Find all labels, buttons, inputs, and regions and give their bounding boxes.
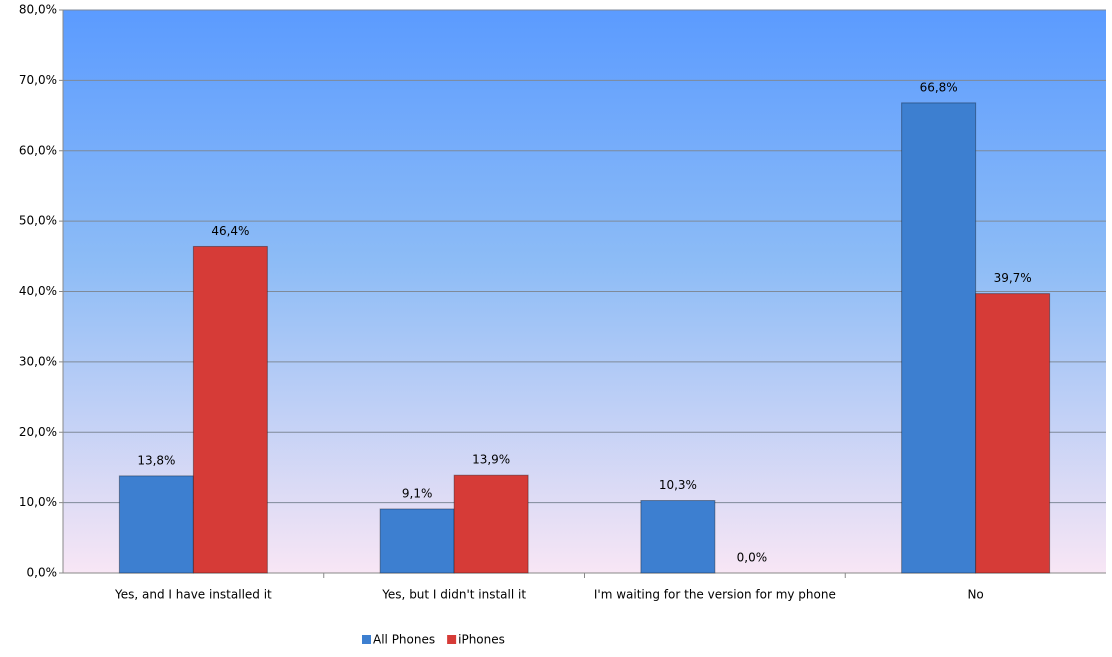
- y-tick-label: 30,0%: [19, 354, 57, 368]
- value-label: 13,8%: [137, 453, 175, 467]
- legend-swatch: [447, 635, 457, 644]
- value-label: 39,7%: [994, 271, 1032, 285]
- value-label: 46,4%: [211, 224, 249, 238]
- value-label: 0,0%: [737, 551, 768, 565]
- legend-label: All Phones: [373, 633, 435, 647]
- y-tick-label: 60,0%: [19, 143, 57, 157]
- legend-swatch: [362, 635, 371, 644]
- y-tick-label: 80,0%: [19, 3, 57, 17]
- y-tick-label: 50,0%: [19, 214, 57, 228]
- bar: [901, 102, 977, 574]
- x-tick-label: I'm waiting for the version for my phone: [594, 588, 836, 602]
- bar: [118, 475, 194, 574]
- bar: [453, 474, 529, 574]
- y-tick-label: 40,0%: [19, 284, 57, 298]
- legend-label: iPhones: [458, 633, 505, 647]
- x-tick-label: Yes, and I have installed it: [114, 588, 272, 602]
- value-label: 10,3%: [659, 478, 697, 492]
- bar: [975, 293, 1051, 574]
- bar: [379, 508, 455, 574]
- y-tick-label: 10,0%: [19, 495, 57, 509]
- y-tick-label: 0,0%: [27, 566, 58, 580]
- bar: [192, 245, 268, 574]
- x-tick-label: No: [967, 588, 983, 602]
- y-tick-label: 20,0%: [19, 425, 57, 439]
- y-tick-label: 70,0%: [19, 73, 57, 87]
- value-label: 9,1%: [402, 486, 433, 500]
- value-label: 13,9%: [472, 453, 510, 467]
- x-tick-label: Yes, but I didn't install it: [381, 588, 526, 602]
- value-label: 66,8%: [920, 80, 958, 94]
- bar: [640, 500, 716, 574]
